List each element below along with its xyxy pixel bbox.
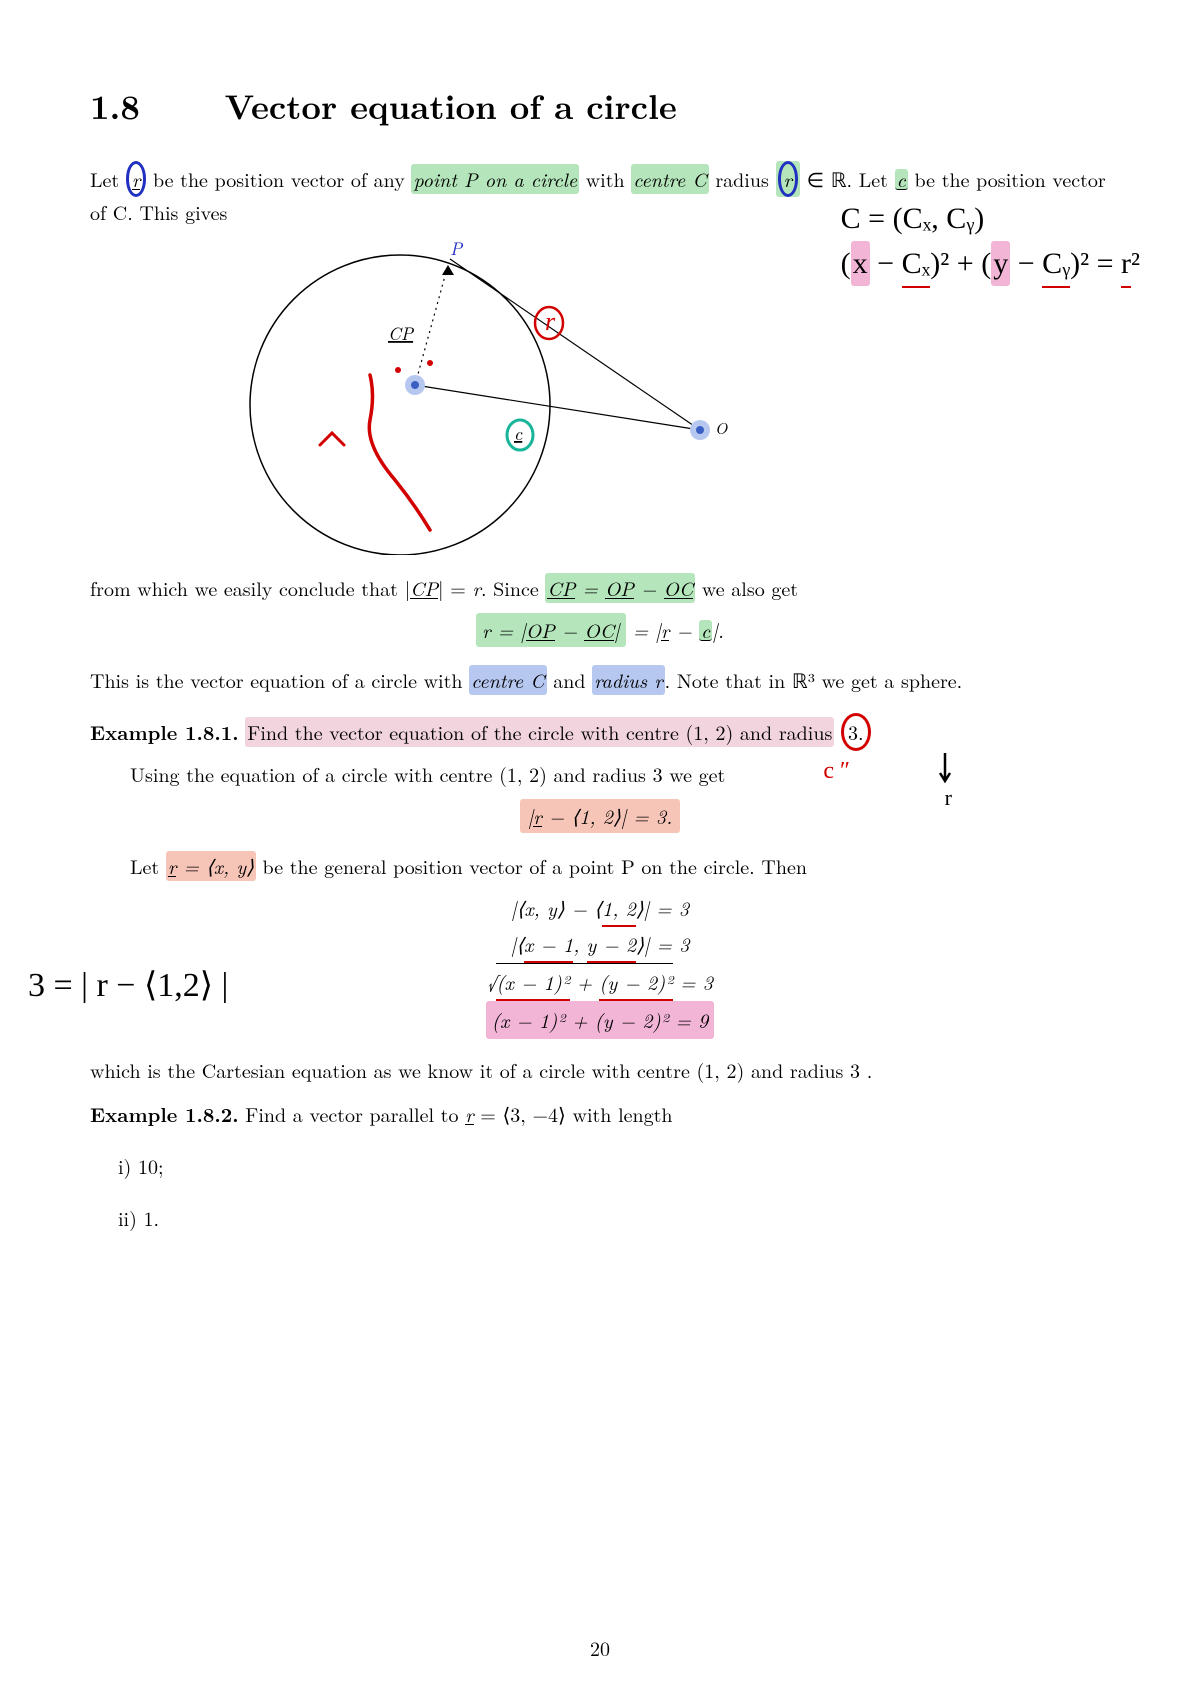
eq-l1: |⟨x, y⟩ − ⟨1, 2⟩| = 3	[90, 891, 1110, 927]
hl-point-p: point P on a circle	[411, 164, 579, 194]
para3: This is the vector equation of a circle …	[90, 665, 1110, 695]
intro-r: r	[132, 169, 140, 190]
hl-rxy: r = ⟨x, y⟩	[166, 851, 256, 881]
intro-let-c: Let	[852, 164, 894, 193]
para3-post: . Note that in ℝ³ we get a sphere.	[665, 665, 963, 694]
example1-eq: |r − ⟨1, 2⟩| = 3.	[90, 799, 1110, 833]
hw-line2: (x − Cₓ)² + (y − Cᵧ)² = r²	[841, 241, 1140, 288]
eq-l3: √(x − 1)² + (y − 2)² = 3	[90, 963, 1110, 1001]
annotation-circle-radius-icon: r	[778, 161, 798, 197]
eq1-lhs: r = |OP − OC|	[476, 613, 625, 647]
hl-y: y	[991, 241, 1010, 286]
label-P: P	[450, 236, 464, 261]
example1-radius: 3.	[848, 717, 864, 746]
intro-post-r: be the position vector of any	[146, 164, 411, 193]
origin-dot-icon	[696, 426, 704, 434]
example1-prompt: Find the vector equation of the circle w…	[245, 717, 834, 747]
line-oc	[415, 385, 700, 430]
para2-post: we also get	[695, 573, 798, 602]
example1b-pre: Let	[130, 851, 166, 880]
page: 1.8 Vector equation of a circle Let r be…	[0, 0, 1200, 1697]
hw-c-icon: c ″	[823, 753, 850, 789]
sqrt-symbol-icon: √	[487, 967, 496, 996]
annotation-circle-r-icon: r	[126, 161, 146, 197]
eq-l2: |⟨x − 1, y − 2⟩| = 3	[90, 927, 1110, 963]
example1-label: Example 1.8.1.	[90, 717, 239, 746]
hl-cp-eq: CP = OP − OC	[545, 573, 695, 603]
centre-dot-icon	[411, 381, 419, 389]
hw-line1: C = (Cₓ, Cᵧ)	[841, 196, 1140, 241]
label-O: O	[715, 416, 728, 439]
red-dot-1-icon	[395, 367, 401, 373]
circle-diagram: r P CP c O	[220, 235, 860, 555]
red-scribble-icon	[369, 375, 430, 530]
section-title-text: Vector equation of a circle	[225, 81, 677, 130]
handwritten-eq-left: 3 = | r − ⟨1,2⟩ |	[28, 960, 228, 1011]
para2-pre: from which we easily conclude that |CP| …	[90, 573, 545, 602]
para4: which is the Cartesian equation as we kn…	[90, 1055, 1110, 1085]
example2-label: Example 1.8.2.	[90, 1099, 239, 1128]
intro-with: with	[579, 164, 631, 193]
red-tick-icon	[320, 433, 344, 445]
hl-cy: Cᵧ	[1042, 241, 1070, 288]
eq1-c: c	[699, 620, 712, 641]
intro-pre: Let	[90, 164, 126, 193]
diagram-svg: r P CP c O	[220, 235, 860, 555]
example2: Example 1.8.2. Find a vector parallel to…	[90, 1099, 1110, 1129]
annotation-circle-3-icon: 3.	[841, 713, 871, 751]
handwriting-top: C = (Cₓ, Cᵧ) (x − Cₓ)² + (y − Cᵧ)² = r²	[841, 196, 1140, 288]
intro-inR: ∈ ℝ.	[800, 164, 852, 193]
red-dot-2-icon	[427, 360, 433, 366]
eq1: r = |OP − OC| = |r − c|.	[90, 613, 1110, 647]
example2-prompt: Find a vector parallel to r = ⟨3, −4⟩ wi…	[245, 1099, 672, 1128]
arrowhead-cp-icon	[442, 265, 454, 275]
example1-line2: Using the equation of a circle with cent…	[90, 759, 1110, 789]
hl-radius-box: r	[776, 161, 800, 197]
list-ii: ii) 1.	[118, 1203, 1110, 1233]
diagram-circle-icon	[250, 255, 550, 555]
label-CP: CP	[388, 321, 415, 346]
example1-line2-text: Using the equation of a circle with cent…	[130, 759, 725, 788]
section-heading: 1.8 Vector equation of a circle	[90, 80, 1110, 131]
para3-pre: This is the vector equation of a circle …	[90, 665, 469, 694]
hl-centre-c: centre C	[631, 164, 708, 194]
hl-c: c	[895, 169, 908, 190]
hl-radius-r: radius r	[592, 665, 665, 695]
label-r-hand: r	[545, 307, 556, 336]
line-cp	[415, 265, 448, 385]
label-c: c	[514, 421, 523, 446]
eq-block: |⟨x, y⟩ − ⟨1, 2⟩| = 3 |⟨x − 1, y − 2⟩| =…	[90, 891, 1110, 1039]
example1b: Let r = ⟨x, y⟩ be the general position v…	[90, 851, 1110, 881]
section-number: 1.8	[90, 81, 140, 130]
hw-left-text: 3 = | r − ⟨1,2⟩ |	[28, 967, 228, 1004]
hl-r: r	[1121, 241, 1131, 288]
arrow-down-icon	[930, 751, 960, 791]
eq-l4: (x − 1)² + (y − 2)² = 9	[90, 1001, 1110, 1039]
hl-centre-c2: centre C	[469, 665, 546, 695]
list-i: i) 10;	[118, 1151, 1110, 1181]
example1b-post: be the general position vector of a poin…	[256, 851, 807, 880]
hl-cx: Cₓ	[902, 241, 931, 288]
intro-radius-label: radius	[709, 164, 776, 193]
line-op	[450, 259, 700, 430]
para2: from which we easily conclude that |CP| …	[90, 573, 1110, 603]
example1-eq-text: |r − ⟨1, 2⟩| = 3.	[520, 799, 681, 833]
para3-and: and	[547, 665, 593, 694]
example1: Example 1.8.1. Find the vector equation …	[90, 713, 1110, 751]
page-number: 20	[590, 1633, 610, 1663]
list: i) 10; ii) 1.	[90, 1151, 1110, 1233]
